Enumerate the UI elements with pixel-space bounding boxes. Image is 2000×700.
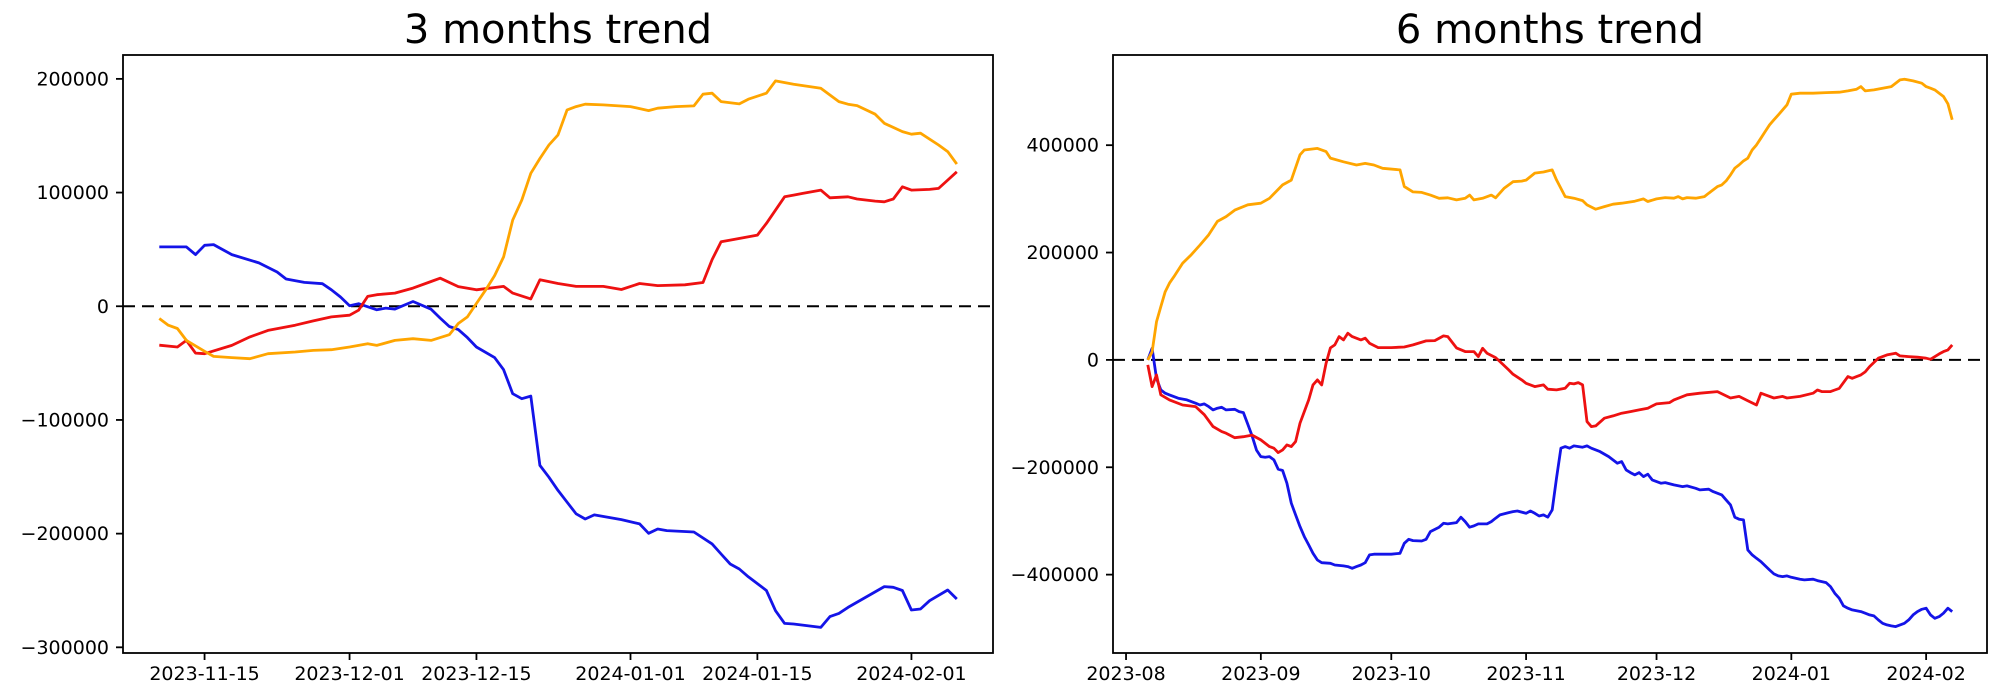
x-tick-label: 2024-01 — [1752, 663, 1831, 685]
y-tick-label: −400000 — [1011, 564, 1099, 586]
x-tick-label: 2024-01-01 — [575, 663, 685, 685]
x-tick-label: 2024-02 — [1886, 663, 1965, 685]
x-tick-label: 2023-12 — [1617, 663, 1696, 685]
series-line-red — [159, 170, 958, 356]
x-tick-label: 2023-12-15 — [421, 663, 531, 685]
x-tick-label: 2023-11 — [1486, 663, 1565, 685]
y-tick-label: 200000 — [36, 68, 109, 90]
y-tick-label: −300000 — [21, 637, 109, 659]
x-tick-label: 2023-08 — [1086, 663, 1165, 685]
x-tick-label: 2023-12-01 — [294, 663, 404, 685]
series-line-blue — [159, 243, 958, 629]
y-tick-label: −200000 — [1011, 457, 1099, 479]
series-line-red — [1146, 331, 1954, 455]
right-chart-title: 6 months trend — [1395, 7, 1705, 53]
y-tick-label: 200000 — [1026, 242, 1099, 264]
x-tick-label: 2023-09 — [1221, 663, 1300, 685]
series-line-orange — [158, 79, 958, 361]
y-tick-label: 400000 — [1026, 135, 1099, 157]
x-tick-label: 2024-01-15 — [702, 663, 812, 685]
x-tick-label: 2023-11-15 — [149, 663, 259, 685]
y-tick-label: 100000 — [36, 182, 109, 204]
plot-border — [1112, 54, 1988, 654]
y-tick-label: −100000 — [21, 409, 109, 431]
left-chart-title: 3 months trend — [403, 7, 713, 53]
y-tick-label: 0 — [97, 296, 109, 318]
series-line-orange — [1146, 77, 1954, 361]
series-line-blue — [1146, 346, 1954, 628]
x-tick-label: 2023-10 — [1352, 663, 1431, 685]
y-tick-label: −200000 — [21, 523, 109, 545]
y-tick-label: 0 — [1087, 349, 1099, 371]
x-tick-label: 2024-02-01 — [856, 663, 966, 685]
plot-border — [122, 54, 994, 654]
